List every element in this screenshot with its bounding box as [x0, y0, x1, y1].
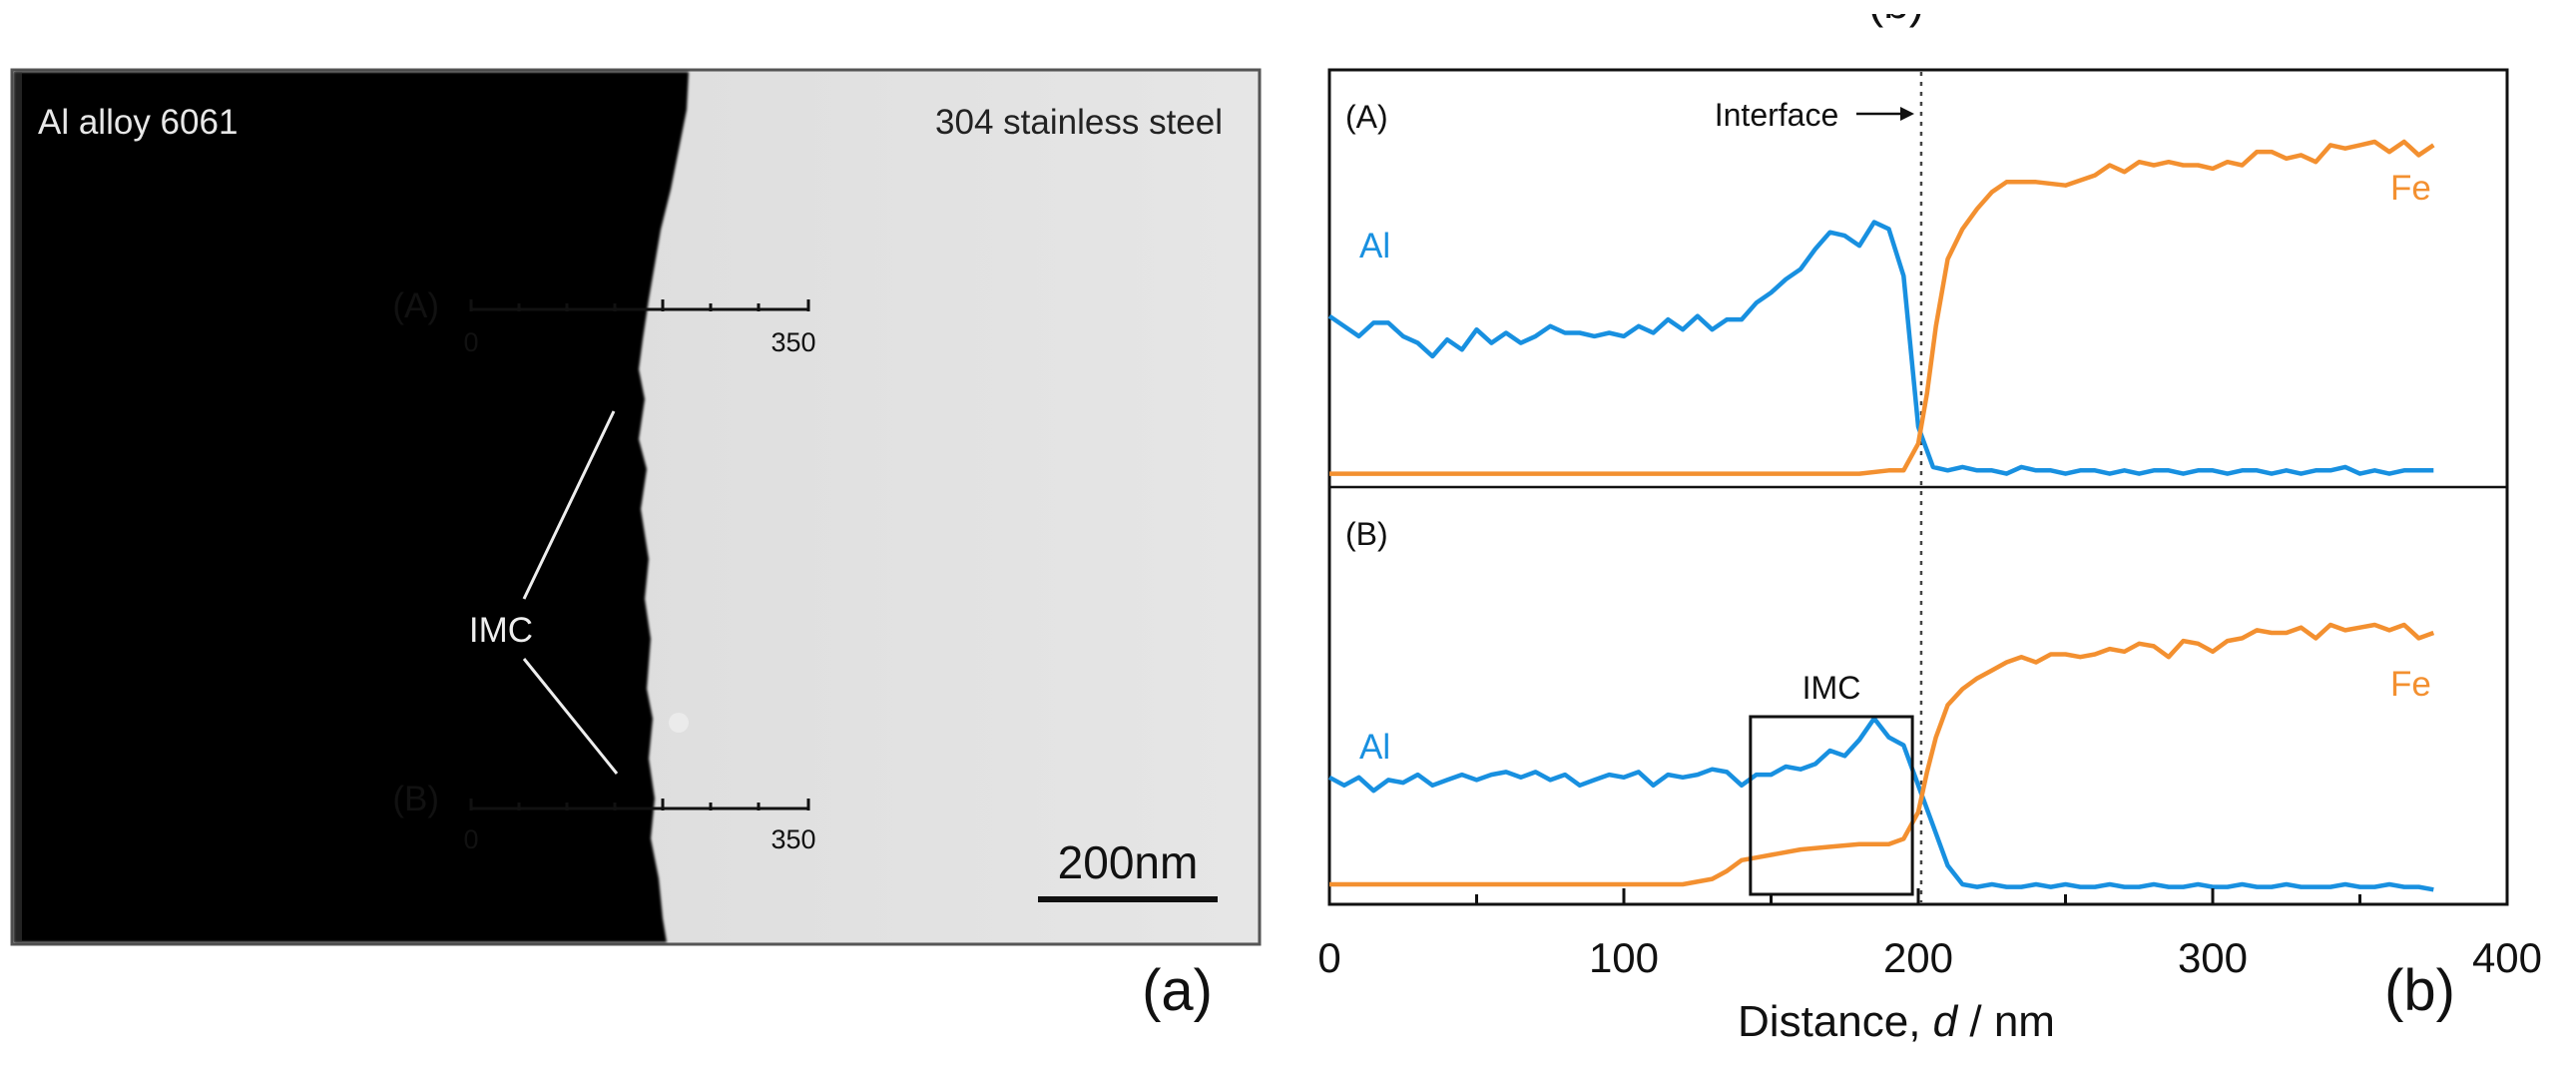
particle [669, 713, 689, 733]
line-b-end: 350 [771, 824, 815, 854]
aluminum-region [14, 72, 689, 942]
x-axis: 0 100 200 300 400 [1317, 888, 2542, 981]
line-scan-b: (B) 0 350 [392, 780, 815, 854]
series-al-a [1327, 220, 2434, 476]
panel-b: (b) Interface (A) (B) Al Fe Al Fe IMC 0 1… [0, 0, 2576, 1046]
x-axis-title-var: d [1933, 997, 1959, 1046]
x-axis-title-prefix: Distance, [1738, 997, 1933, 1046]
left-material-label: Al alloy 6061 [38, 103, 238, 142]
x-tick-label: 400 [2472, 934, 2542, 981]
series-al-b [1327, 716, 2434, 892]
series-fe-a [1329, 139, 2435, 476]
right-material-label: 304 stainless steel [935, 103, 1223, 142]
al-label-b: Al [1359, 728, 1390, 767]
imc-pointer-lower [522, 658, 619, 775]
imc-pointer-upper [522, 410, 616, 600]
series-fe-b [1329, 622, 2435, 887]
al-label-a: Al [1359, 227, 1390, 266]
fe-label-a: Fe [2390, 169, 2431, 208]
x-axis-title-suffix: / nm [1957, 997, 2055, 1046]
line-a-end: 350 [771, 327, 815, 357]
subplot-b-label: (B) [1345, 516, 1388, 552]
interface-arrowhead [1900, 107, 1914, 121]
line-a-ticks [469, 299, 810, 311]
line-a-label: (A) [392, 286, 439, 325]
scale-bar [1038, 896, 1218, 902]
line-a-start: 0 [463, 327, 478, 357]
interface-label: Interface [1715, 97, 1839, 133]
line-scan-a: (A) 0 350 [392, 286, 815, 357]
imc-box [1749, 715, 1914, 896]
line-b-start: 0 [463, 824, 478, 854]
panel-a-label: (a) [1142, 958, 1213, 1023]
panel-a: Al alloy 6061 304 stainless steel (A) 0 … [10, 68, 1262, 1023]
imc-box-label: IMC [1803, 670, 1861, 706]
top-crop [0, 0, 2576, 14]
series-layer [1327, 139, 2435, 892]
fe-label-b: Fe [2390, 665, 2431, 704]
scale-bar-label: 200nm [1058, 836, 1199, 888]
x-tick-label: 300 [2178, 934, 2248, 981]
x-tick-label: 0 [1317, 934, 1340, 981]
line-b-ticks [469, 799, 810, 810]
left-shadow [14, 72, 22, 942]
panel-b-label: (b) [2384, 958, 2455, 1023]
subplot-a-label: (A) [1345, 99, 1388, 135]
imc-label: IMC [469, 611, 533, 650]
x-tick-label: 100 [1589, 934, 1659, 981]
line-b-label: (B) [392, 780, 439, 818]
x-tick-label: 200 [1883, 934, 1953, 981]
x-axis-title: Distance, d / nm [1738, 997, 2055, 1046]
